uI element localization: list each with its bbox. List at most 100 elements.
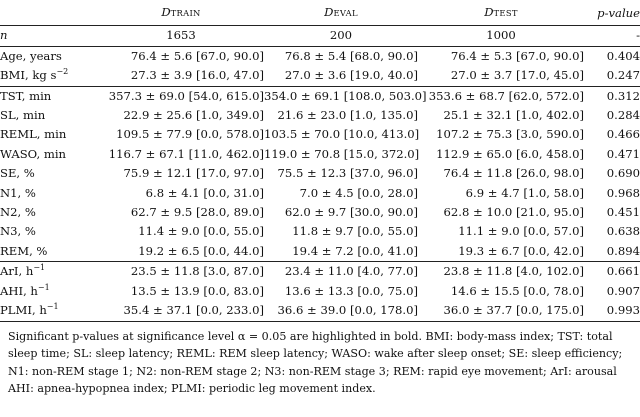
row-label: REML, min <box>0 125 98 144</box>
row-label: N2, % <box>0 203 98 222</box>
cell-eval: 11.8 ± 9.7 [0.0, 55.0] <box>292 224 418 239</box>
cell-p: 0.247 <box>584 66 640 87</box>
table-header-row: DTRAIN DEVAL DTEST p-value <box>0 0 640 26</box>
row-label: PLMI, h−1 <box>0 301 98 322</box>
row-label: N3, % <box>0 222 98 241</box>
row-label-text: AHI, h <box>0 283 38 298</box>
cell-eval: 21.6 ± 23.0 [1.0, 135.0] <box>277 108 418 123</box>
cell-eval: 27.0 ± 3.6 [19.0, 40.0] <box>264 66 418 87</box>
cell-p: 0.638 <box>606 224 640 239</box>
cell-test: 25.1 ± 32.1 [1.0, 402.0] <box>443 108 584 123</box>
header-eval: DEVAL <box>324 5 358 19</box>
cell-train: 75.9 ± 12.1 [17.0, 97.0] <box>123 166 264 181</box>
cell-eval: 13.6 ± 13.3 [0.0, 75.0] <box>284 283 418 298</box>
row-label-text: SE, % <box>0 166 35 181</box>
cell-train: 109.5 ± 77.9 [0.0, 578.0] <box>116 127 264 142</box>
table-figure: DTRAIN DEVAL DTEST p-value n 1653 200 10… <box>0 0 640 398</box>
cell-test: 23.8 ± 11.8 [4.0, 102.0] <box>443 264 584 279</box>
cell-test: 112.9 ± 65.0 [6.0, 458.0] <box>436 146 584 161</box>
cell-eval: 119.0 ± 70.8 [15.0, 372.0] <box>264 146 420 161</box>
table-row: SE, % 75.9 ± 12.1 [17.0, 97.0] 75.5 ± 12.3… <box>0 164 640 183</box>
row-label: REM, % <box>0 241 98 263</box>
row-label: WASO, min <box>0 145 98 164</box>
cell-p: 0.968 <box>606 185 640 200</box>
row-label-text: BMI, kg s <box>0 68 57 83</box>
cell-test: 353.6 ± 68.7 [62.0, 572.0] <box>428 88 584 103</box>
cell-train: 6.8 ± 4.1 [0.0, 31.0] <box>145 185 264 200</box>
cell-train: 76.4 ± 5.6 [67.0, 90.0] <box>130 48 264 63</box>
row-label: BMI, kg s−2 <box>0 66 98 87</box>
cell-train: 13.5 ± 13.9 [0.0, 83.0] <box>130 283 264 298</box>
cell-train: 62.7 ± 9.5 [28.0, 89.0] <box>130 205 264 220</box>
row-label-text: N3, % <box>0 224 36 239</box>
header-p-value: p-value <box>597 5 640 20</box>
cell-p: 0.284 <box>606 108 640 123</box>
cell-p: - <box>584 25 640 47</box>
cell-p: 0.312 <box>606 88 640 103</box>
row-label-unit-exponent: −1 <box>33 263 46 273</box>
cell-p: 0.471 <box>606 146 640 161</box>
header-blank <box>0 0 98 26</box>
cell-p: 0.451 <box>606 205 640 220</box>
row-label: ArI, h−1 <box>0 262 98 282</box>
table-row: TST, min 357.3 ± 69.0 [54.0, 615.0] 354.0 … <box>0 86 640 106</box>
cell-p: 0.993 <box>584 301 640 322</box>
row-label: TST, min <box>0 86 98 106</box>
header-test: DTEST <box>484 5 518 19</box>
row-label-unit-exponent: −1 <box>46 302 59 312</box>
cell-p: 0.690 <box>606 166 640 181</box>
cell-p: 0.894 <box>584 241 640 263</box>
cell-eval: 354.0 ± 69.1 [108.0, 503.0] <box>264 88 427 103</box>
row-label: N1, % <box>0 184 98 203</box>
statistics-table: DTRAIN DEVAL DTEST p-value n 1653 200 10… <box>0 0 640 322</box>
row-label-text: PLMI, h <box>0 303 47 318</box>
row-label-text: WASO, min <box>0 146 67 161</box>
table-row: ArI, h−1 23.5 ± 11.8 [3.0, 87.0] 23.4 ± 11… <box>0 262 640 282</box>
row-label: Age, years <box>0 46 98 66</box>
table-footnote: Significant p-values at significance lev… <box>0 328 640 398</box>
row-label: n <box>0 25 98 47</box>
table-row: N1, % 6.8 ± 4.1 [0.0, 31.0] 7.0 ± 4.5 [0.0… <box>0 184 640 203</box>
table-row: BMI, kg s−2 27.3 ± 3.9 [16.0, 47.0] 27.0 ±… <box>0 66 640 87</box>
cell-p: 0.907 <box>606 283 640 298</box>
cell-eval: 103.5 ± 70.0 [10.0, 413.0] <box>264 127 420 142</box>
cell-eval: 23.4 ± 11.0 [4.0, 77.0] <box>284 264 418 279</box>
cell-train: 357.3 ± 69.0 [54.0, 615.0] <box>108 88 264 103</box>
row-label-text: Age, years <box>0 48 62 63</box>
cell-test: 62.8 ± 10.0 [21.0, 95.0] <box>443 205 584 220</box>
footnote-line: sleep time; SL: sleep latency; REML: REM… <box>8 347 623 360</box>
cell-eval: 19.4 ± 7.2 [0.0, 41.0] <box>264 241 418 263</box>
row-label-unit-exponent: −1 <box>37 282 50 292</box>
cell-test: 6.9 ± 4.7 [1.0, 58.0] <box>465 185 584 200</box>
cell-test: 14.6 ± 15.5 [0.0, 78.0] <box>450 283 584 298</box>
footnote-line: N1: non-REM stage 1; N2: non-REM stage 2… <box>8 364 617 378</box>
cell-eval: 7.0 ± 4.5 [0.0, 28.0] <box>299 185 418 200</box>
table-row-n: n 1653 200 1000 - <box>0 25 640 47</box>
cell-test: 107.2 ± 75.3 [3.0, 590.0] <box>436 127 584 142</box>
table-row: N3, % 11.4 ± 9.0 [0.0, 55.0] 11.8 ± 9.7 [0… <box>0 222 640 241</box>
cell-train: 19.2 ± 6.5 [0.0, 44.0] <box>98 241 264 263</box>
table-row: REML, min 109.5 ± 77.9 [0.0, 578.0] 103.5 … <box>0 125 640 144</box>
cell-eval: 36.6 ± 39.0 [0.0, 178.0] <box>264 301 418 322</box>
cell-train: 23.5 ± 11.8 [3.0, 87.0] <box>130 264 264 279</box>
row-label-unit-exponent: −2 <box>56 67 69 77</box>
cell-eval: 62.0 ± 9.7 [30.0, 90.0] <box>284 205 418 220</box>
cell-test: 76.4 ± 11.8 [26.0, 98.0] <box>443 166 584 181</box>
row-label-text: N1, % <box>0 185 36 200</box>
cell-train: 22.9 ± 25.6 [1.0, 349.0] <box>123 108 264 123</box>
row-label-text: ArI, h <box>0 264 34 279</box>
row-label-text: N2, % <box>0 205 36 220</box>
cell-test: 1000 <box>418 25 584 47</box>
cell-test: 19.3 ± 6.7 [0.0, 42.0] <box>418 241 584 263</box>
table-row: PLMI, h−1 35.4 ± 37.1 [0.0, 233.0] 36.6 ± … <box>0 301 640 322</box>
row-label: AHI, h−1 <box>0 282 98 301</box>
footnote-line: AHI: apnea-hypopnea index; PLMI: periodi… <box>8 382 376 395</box>
cell-test: 76.4 ± 5.3 [67.0, 90.0] <box>450 48 584 63</box>
cell-test: 27.0 ± 3.7 [17.0, 45.0] <box>418 66 584 87</box>
cell-train: 1653 <box>98 25 264 47</box>
cell-eval: 76.8 ± 5.4 [68.0, 90.0] <box>284 48 418 63</box>
table-row: REM, % 19.2 ± 6.5 [0.0, 44.0] 19.4 ± 7.2 [… <box>0 241 640 263</box>
cell-train: 35.4 ± 37.1 [0.0, 233.0] <box>98 301 264 322</box>
cell-test: 11.1 ± 9.0 [0.0, 57.0] <box>458 224 584 239</box>
table-row: AHI, h−1 13.5 ± 13.9 [0.0, 83.0] 13.6 ± 13… <box>0 282 640 301</box>
